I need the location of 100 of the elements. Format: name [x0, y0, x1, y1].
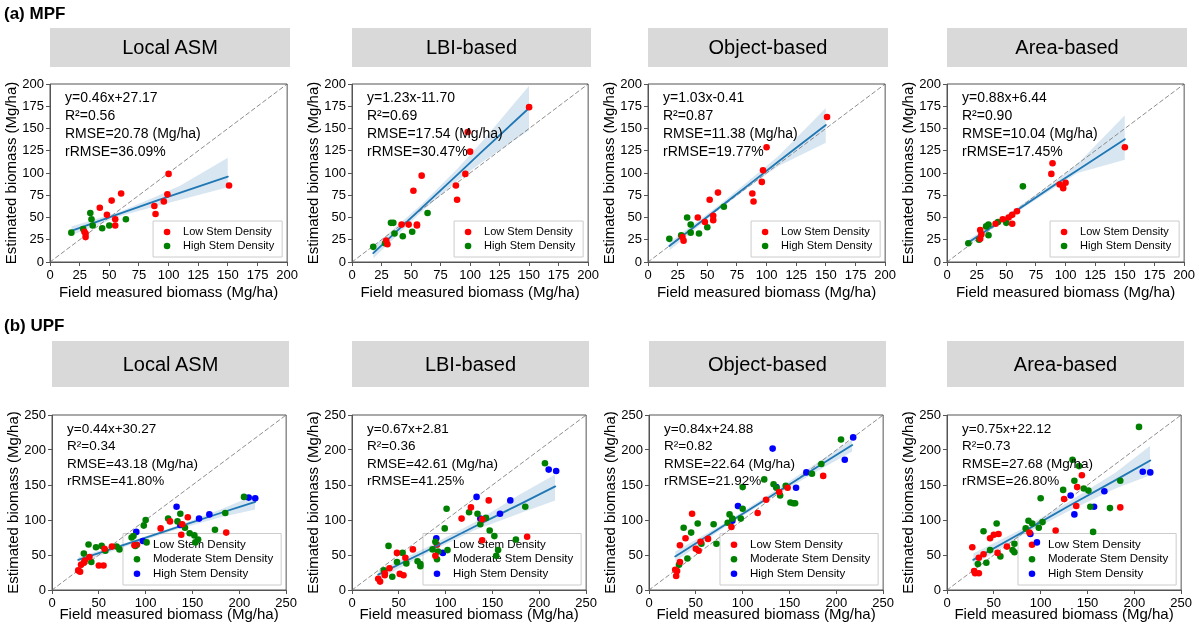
y-tick-label: 250 — [919, 406, 941, 422]
x-tick-label: 150 — [815, 267, 837, 283]
x-tick-label: 50 — [986, 595, 1002, 611]
x-tick-label: 50 — [700, 267, 715, 283]
annotation: RMSE=10.04 (Mg/ha) — [962, 124, 1098, 141]
y-axis-title: Estimated biomass (Mg/ha) — [2, 81, 20, 265]
x-tick-label: 150 — [1076, 595, 1099, 611]
x-tick-label: 125 — [187, 267, 210, 283]
legend-label: High Stem Density — [484, 239, 576, 252]
y-tick-label: 50 — [627, 209, 642, 225]
y-tick-label: 150 — [919, 120, 941, 136]
y-tick-label: 175 — [22, 97, 44, 113]
annotation: y=0.84x+24.88 — [664, 420, 754, 436]
x-tick-label: 50 — [403, 267, 419, 283]
annotation: RMSE=20.78 (Mg/ha) — [65, 124, 201, 141]
y-tick-label: 150 — [621, 476, 643, 492]
y-axis-title: Estimated biomass (Mg/ha) — [899, 81, 917, 265]
y-tick-label: 200 — [24, 441, 46, 457]
y-tick-label: 200 — [22, 75, 44, 91]
y-tick-label: 0 — [338, 581, 346, 597]
chart-subtitle: (a) MPF — [4, 4, 66, 24]
y-axis-title: Estimated biomass (Mg/ha) — [304, 81, 322, 265]
y-tick-label: 100 — [324, 164, 346, 180]
y-tick-label: 100 — [919, 511, 941, 527]
legend-label: Moderate Stem Density — [749, 552, 871, 565]
x-tick-label: 200 — [1173, 267, 1196, 283]
legend-label: High Stem Density — [781, 239, 873, 252]
legend-label: Moderate Stem Density — [1047, 552, 1169, 565]
y-tick-label: 200 — [919, 75, 941, 91]
y-tick-label: 25 — [29, 231, 44, 247]
x-tick-label: 50 — [102, 267, 117, 283]
x-tick-label: 75 — [1028, 267, 1044, 283]
chart-title: LBI-based — [352, 28, 591, 67]
x-axis-title: Field measured biomass (Mg/ha) — [656, 283, 877, 301]
y-tick-label: 50 — [628, 546, 643, 562]
y-tick-label: 0 — [36, 253, 44, 269]
y-tick-label: 100 — [24, 511, 46, 527]
annotation: rRMSE=17.45% — [962, 142, 1063, 159]
legend-label: Low Stem Density — [183, 225, 273, 238]
chart-title: Local ASM — [52, 341, 289, 387]
x-tick-label: 0 — [943, 267, 951, 283]
annotation: R²=0.87 — [663, 106, 714, 123]
y-tick-label: 125 — [22, 142, 44, 158]
legend-label: Moderate Stem Density — [152, 552, 274, 565]
x-tick-label: 150 — [518, 267, 540, 283]
y-tick-label: 200 — [324, 441, 346, 457]
x-tick-label: 25 — [374, 267, 389, 283]
y-tick-label: 100 — [621, 511, 643, 527]
x-tick-label: 50 — [688, 595, 704, 611]
x-tick-label: 175 — [1143, 267, 1166, 283]
annotation: y=0.67x+2.81 — [367, 420, 449, 436]
x-axis-title: Field measured biomass (Mg/ha) — [58, 283, 279, 301]
legend-label: High Stem Density — [152, 566, 249, 579]
annotation: R²=0.82 — [664, 438, 713, 454]
x-tick-label: 100 — [157, 267, 180, 283]
x-tick-label: 50 — [999, 267, 1014, 283]
y-tick-label: 50 — [31, 546, 46, 562]
annotation: rRMSE=41.80% — [67, 473, 165, 489]
y-tick-label: 150 — [24, 476, 46, 492]
x-tick-label: 150 — [481, 595, 504, 611]
legend-label: High Stem Density — [1047, 566, 1144, 579]
y-tick-label: 125 — [620, 142, 642, 158]
y-tick-label: 200 — [324, 75, 346, 91]
y-tick-label: 250 — [324, 406, 346, 422]
y-tick-label: 50 — [29, 209, 44, 225]
y-tick-label: 0 — [933, 581, 941, 597]
x-tick-label: 100 — [731, 595, 754, 611]
x-tick-label: 0 — [943, 595, 951, 611]
x-tick-label: 25 — [969, 267, 984, 283]
x-tick-label: 200 — [874, 267, 897, 283]
x-tick-label: 150 — [778, 595, 801, 611]
y-tick-label: 175 — [324, 97, 346, 113]
y-tick-label: 50 — [331, 546, 346, 562]
x-tick-label: 175 — [547, 267, 570, 283]
y-tick-label: 25 — [627, 231, 642, 247]
chart-subtitle: (b) UPF — [4, 316, 65, 336]
y-tick-label: 150 — [22, 120, 44, 136]
y-tick-label: 50 — [331, 209, 346, 225]
x-axis-title: Field measured biomass (Mg/ha) — [955, 283, 1176, 301]
annotation: rRMSE=30.47% — [367, 142, 468, 159]
y-axis-title: Estimated biomass (Mg/ha) — [899, 411, 917, 594]
y-tick-label: 175 — [919, 97, 941, 113]
legend-label: Low Stem Density — [484, 225, 574, 238]
y-tick-label: 75 — [627, 186, 642, 202]
chart-title: Object-based — [648, 28, 888, 67]
annotation: R²=0.56 — [65, 106, 116, 123]
y-tick-label: 200 — [621, 441, 643, 457]
x-tick-label: 100 — [134, 595, 157, 611]
x-tick-label: 100 — [434, 595, 457, 611]
y-tick-label: 0 — [933, 253, 941, 269]
x-tick-label: 25 — [72, 267, 87, 283]
legend-label: Low Stem Density — [1080, 225, 1170, 238]
y-tick-label: 100 — [22, 164, 44, 180]
annotation: R²=0.34 — [67, 438, 116, 454]
chart-title: Area-based — [947, 341, 1184, 387]
chart-title: Local ASM — [50, 28, 290, 67]
y-tick-label: 200 — [620, 75, 642, 91]
y-tick-label: 250 — [621, 406, 643, 422]
annotation: rRMSE=36.09% — [65, 142, 166, 159]
legend-label: Low Stem Density — [749, 537, 843, 550]
